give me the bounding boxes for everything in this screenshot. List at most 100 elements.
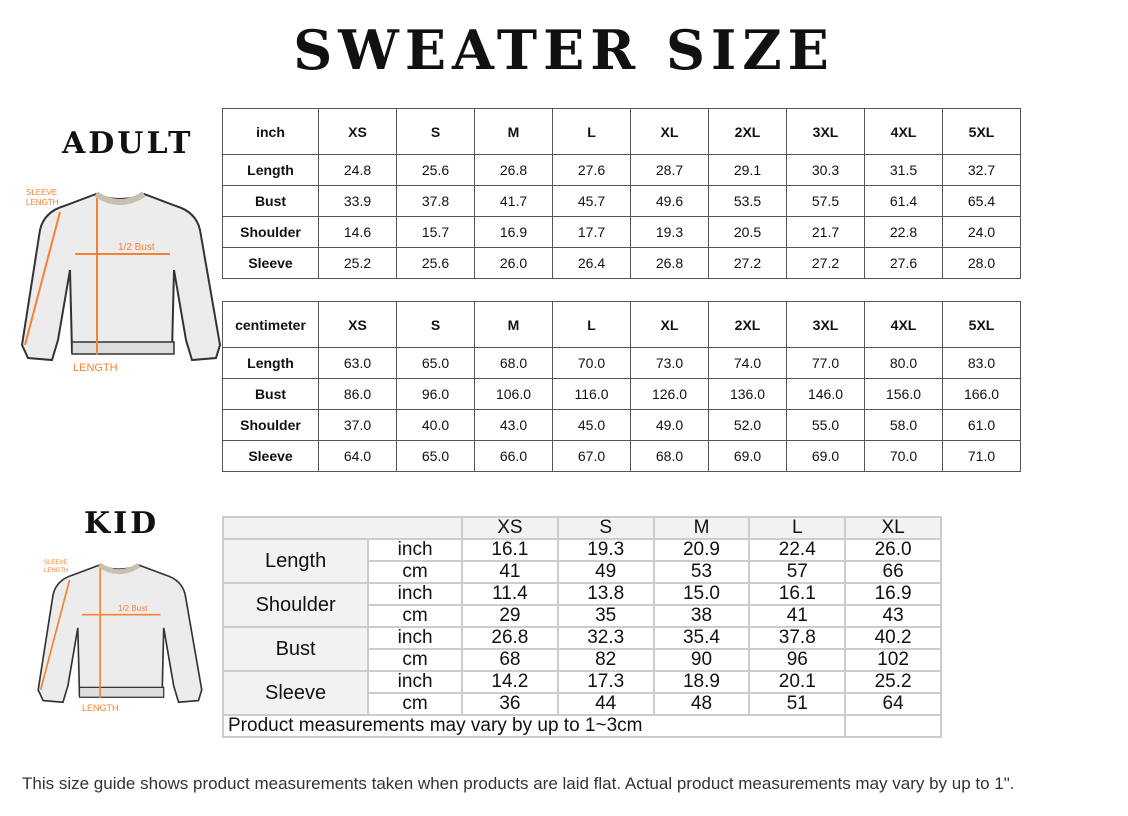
table-cell: 2XL: [708, 301, 787, 348]
table-cell: 29.1: [708, 154, 787, 186]
table-cell: Bust: [222, 185, 319, 217]
table-cell: 36: [460, 692, 559, 716]
table-cell: 11.4: [460, 582, 559, 606]
table-cell: 70.0: [864, 440, 943, 472]
table-cell: 43.0: [474, 409, 553, 441]
footer-note: This size guide shows product measuremen…: [22, 774, 1015, 793]
table-cell: 70.0: [552, 347, 631, 379]
table-cell: 63.0: [318, 347, 397, 379]
table-cell: 18.9: [652, 670, 751, 694]
table-cell: 82: [556, 648, 655, 672]
table-cell: 4XL: [864, 301, 943, 348]
table-row: Length 63.0 65.0 68.0 70.0 73.0 74.0 77.0 80.0 83…: [222, 347, 1021, 379]
table-row: Sleeve 64.0 65.0 66.0 67.0 68.0 69.0 69.0 70.0 71…: [222, 440, 1021, 472]
table-cell: 19.3: [556, 538, 655, 562]
table-cell: 67.0: [552, 440, 631, 472]
table-cell: inch: [367, 626, 463, 650]
table-cell: 4XL: [864, 108, 943, 155]
table-cell: cm: [367, 560, 463, 584]
table-cell: 3XL: [786, 301, 865, 348]
table-cell: 146.0: [786, 378, 865, 410]
table-cell: cm: [367, 648, 463, 672]
table-cell: 41.7: [474, 185, 553, 217]
table-row: cm 36 44 48 51 64: [223, 692, 942, 716]
table-cell: 57: [748, 560, 847, 584]
table-cell: XS: [318, 108, 397, 155]
table-cell: Length: [222, 347, 319, 379]
table-cell: inch: [367, 670, 463, 694]
table-cell: 32.3: [556, 626, 655, 650]
table-row: Bust 33.9 37.8 41.7 45.7 49.6 53.5 57.5 61.4 65.4: [222, 185, 1021, 217]
sleeve-length-label: SLEEVE LENGTH: [44, 560, 69, 574]
table-row: Length 24.8 25.6 26.8 27.6 28.7 29.1 30.3 31.5 32…: [222, 154, 1021, 186]
table-cell: 45.7: [552, 185, 631, 217]
table-row: Product measurements may vary by up to 1…: [221, 714, 942, 738]
table-row: Shoulder inch 11.4 13.8 15.0 16.1 16.9: [221, 582, 942, 628]
table-cell: 15.0: [652, 582, 751, 606]
table-cell: 22.8: [864, 216, 943, 248]
table-cell: 61.0: [942, 409, 1021, 441]
table-row: Bust 86.0 96.0 106.0 116.0 126.0 136.0 146.0 156…: [222, 378, 1021, 410]
table-cell: S: [556, 516, 655, 540]
table-cell: 57.5: [786, 185, 865, 217]
table-row: inch XS S M L XL 2XL 3XL 4XL 5XL: [222, 108, 1021, 155]
table-cell: 61.4: [864, 185, 943, 217]
table-cell: 68: [460, 648, 559, 672]
table-cell: 96.0: [396, 378, 475, 410]
adult-cm-table: centimeter XS S M L XL 2XL 3XL 4XL 5XL Length 63.0 6…: [222, 301, 1021, 472]
table-cell: cm: [367, 604, 463, 628]
table-cell: 26.4: [552, 247, 631, 279]
table-row: XS S M L XL: [222, 516, 942, 540]
table-cell: Length: [221, 538, 370, 584]
length-label: LENGTH: [73, 362, 118, 374]
table-cell: 25.2: [318, 247, 397, 279]
table-cell: 31.5: [864, 154, 943, 186]
table-cell: XS: [318, 301, 397, 348]
kid-heading: KID: [84, 506, 160, 541]
table-cell: 106.0: [474, 378, 553, 410]
table-cell: 71.0: [942, 440, 1021, 472]
table-cell: 49.0: [630, 409, 709, 441]
table-cell: 77.0: [786, 347, 865, 379]
table-cell: 58.0: [864, 409, 943, 441]
table-cell: Shoulder: [222, 409, 319, 441]
table-cell: 65.4: [942, 185, 1021, 217]
table-row: centimeter XS S M L XL 2XL 3XL 4XL 5XL: [222, 301, 1021, 348]
table-cell: Sleeve: [222, 440, 319, 472]
table-cell: 166.0: [942, 378, 1021, 410]
kid-size-table: XS S M L XL Length inch 16.1 19.3 20.9 22.4 26.0 cm 4…: [221, 516, 942, 738]
table-cell: 27.6: [552, 154, 631, 186]
table-cell: 16.1: [748, 582, 847, 606]
table-cell: 86.0: [318, 378, 397, 410]
table-cell: 55.0: [786, 409, 865, 441]
table-cell: 136.0: [708, 378, 787, 410]
table-cell: 30.3: [786, 154, 865, 186]
table-cell: inch: [367, 582, 463, 606]
table-cell: 64.0: [318, 440, 397, 472]
bust-label: 1/2 Bust: [118, 242, 155, 253]
table-cell: 80.0: [864, 347, 943, 379]
table-cell: 69.0: [786, 440, 865, 472]
table-cell: 83.0: [942, 347, 1021, 379]
table-cell: 45.0: [552, 409, 631, 441]
table-cell: Bust: [221, 626, 370, 672]
table-cell: centimeter: [222, 301, 319, 348]
table-cell: 14.2: [460, 670, 559, 694]
table-cell: XL: [630, 301, 709, 348]
sleeve-length-label: SLEEVE LENGTH: [26, 188, 59, 207]
table-cell: Sleeve: [221, 670, 370, 716]
table-cell: 25.6: [396, 247, 475, 279]
adult-heading: ADULT: [62, 126, 194, 161]
table-cell: 26.8: [474, 154, 553, 186]
table-cell: XL: [844, 516, 942, 540]
table-cell: Shoulder: [221, 582, 370, 628]
table-cell: 16.9: [474, 216, 553, 248]
table-cell: 65.0: [396, 440, 475, 472]
table-row: cm 29 35 38 41 43: [223, 604, 942, 628]
table-cell: 126.0: [630, 378, 709, 410]
table-cell: 28.7: [630, 154, 709, 186]
table-cell: 40.0: [396, 409, 475, 441]
table-row: Sleeve inch 14.2 17.3 18.9 20.1 25.2: [221, 670, 942, 716]
table-cell: 20.9: [652, 538, 751, 562]
page-title: SWEATER SIZE: [293, 18, 835, 82]
